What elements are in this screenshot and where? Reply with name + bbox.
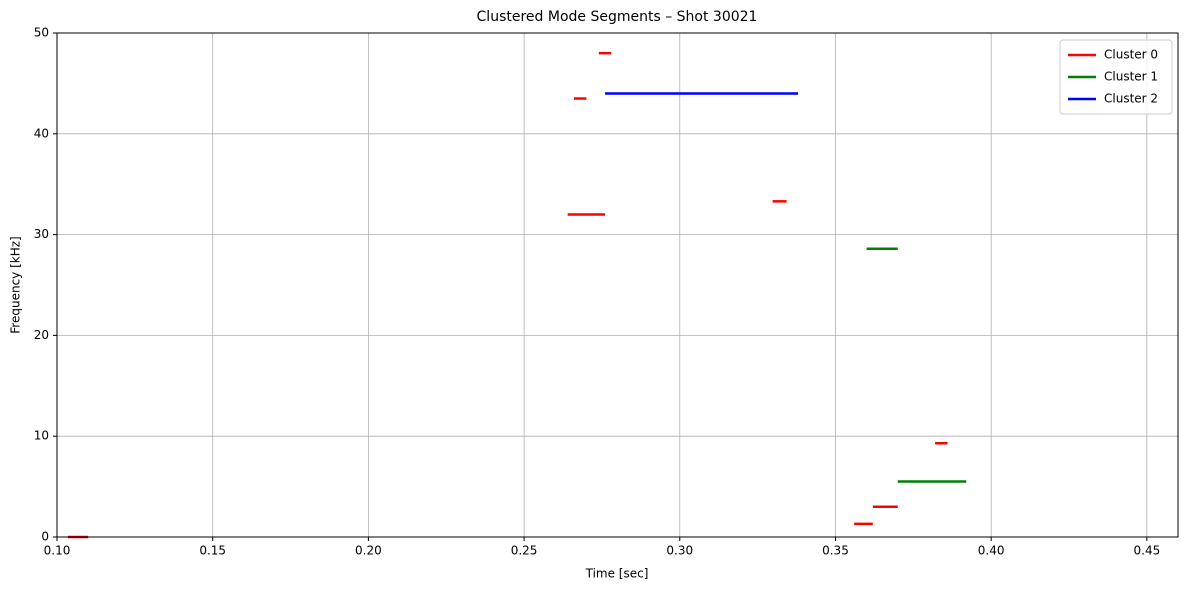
legend-label: Cluster 0 [1104,48,1158,62]
y-tick-label: 0 [41,530,49,544]
x-tick-label: 0.10 [44,544,71,558]
x-tick-label: 0.35 [822,544,849,558]
x-tick-label: 0.20 [355,544,382,558]
x-axis-label: Time [sec] [585,567,649,581]
x-tick-label: 0.30 [666,544,693,558]
y-tick-label: 50 [34,26,49,40]
y-axis-label: Frequency [kHz] [9,236,23,333]
legend-label: Cluster 1 [1104,70,1158,84]
legend-box [1059,39,1173,115]
x-tick-label: 0.25 [511,544,538,558]
x-tick-label: 0.40 [978,544,1005,558]
y-tick-label: 30 [34,227,49,241]
plot-frame [56,32,1179,538]
legend-label: Cluster 2 [1104,92,1158,106]
y-tick-label: 40 [34,126,49,140]
x-tick-label: 0.15 [199,544,226,558]
x-tick-label: 0.45 [1134,544,1161,558]
y-tick-label: 10 [34,429,49,443]
chart-title: Clustered Mode Segments – Shot 30021 [477,9,758,25]
y-tick-label: 20 [34,328,49,342]
